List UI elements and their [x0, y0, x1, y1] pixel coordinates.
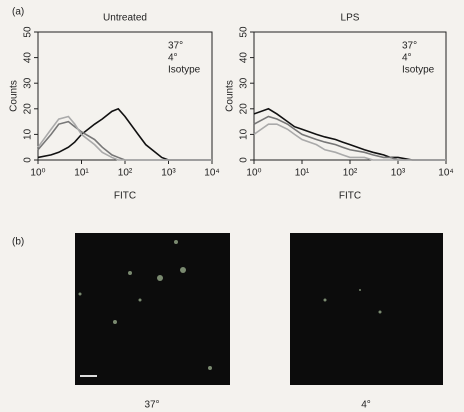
x-tick-label: 10¹ [295, 168, 310, 179]
y-axis-label: Counts [225, 80, 236, 112]
y-tick-label: 0 [23, 157, 34, 163]
y-tick-label: 40 [239, 52, 250, 64]
legend-entry: Isotype [402, 65, 435, 76]
x-tick-label: 10³ [391, 168, 406, 179]
micrograph [290, 233, 443, 385]
legend-entry: 37° [402, 41, 417, 52]
plot-frame [253, 31, 447, 161]
plot-frame [37, 31, 213, 161]
y-tick-label: 50 [23, 26, 34, 38]
y-tick-label: 0 [239, 157, 250, 163]
y-tick-label: 20 [23, 103, 34, 115]
x-tick-label: 10² [118, 168, 133, 179]
series-line [37, 120, 212, 161]
panel-label: (a) [12, 7, 24, 18]
y-tick-label: 10 [23, 128, 34, 140]
series-line [253, 115, 446, 161]
chart-title: Untreated [103, 13, 147, 24]
image-caption: 37° [144, 400, 159, 411]
y-axis-label: Counts [9, 80, 20, 112]
panel-label: (b) [12, 237, 24, 248]
x-tick-label: 10⁴ [438, 168, 453, 179]
series-line [253, 123, 446, 161]
series-line [253, 107, 446, 161]
micrograph [75, 233, 230, 385]
y-tick-label: 40 [23, 52, 34, 64]
series-line [37, 107, 212, 161]
x-axis-label: FITC [114, 191, 136, 202]
x-tick-label: 10¹ [74, 168, 89, 179]
y-tick-label: 30 [23, 77, 34, 89]
image-caption: 4° [361, 400, 371, 411]
x-tick-label: 10² [343, 168, 358, 179]
legend-entry: 4° [168, 53, 178, 64]
y-tick-label: 20 [239, 103, 250, 115]
y-tick-label: 10 [239, 128, 250, 140]
y-tick-label: 50 [239, 26, 250, 38]
x-tick-label: 10⁰ [30, 168, 45, 179]
y-tick-label: 30 [239, 77, 250, 89]
legend-entry: 37° [168, 41, 183, 52]
cell-spots [78, 240, 382, 370]
x-tick-label: 10⁴ [204, 168, 219, 179]
x-tick-label: 10³ [161, 168, 176, 179]
legend-entry: Isotype [168, 65, 201, 76]
series-line [37, 115, 212, 161]
x-axis-label: FITC [339, 191, 361, 202]
chart-title: LPS [341, 13, 360, 24]
legend-entry: 4° [402, 53, 412, 64]
x-tick-label: 10⁰ [246, 168, 261, 179]
